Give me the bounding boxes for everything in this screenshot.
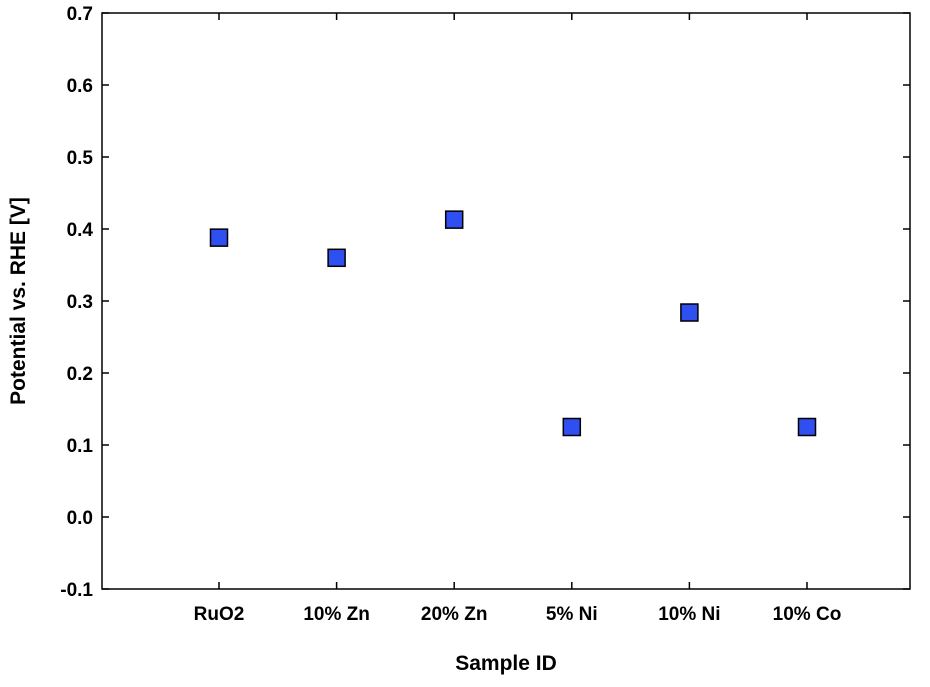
data-point [680, 303, 699, 322]
y-tick-label: 0.2 [67, 364, 93, 385]
data-point [562, 417, 582, 437]
plot-frame [101, 12, 911, 590]
data-points [209, 210, 817, 437]
y-tick-label: 0.7 [67, 4, 93, 25]
data-point [209, 228, 229, 247]
y-tick-label: 0.6 [67, 76, 93, 97]
y-tick-label: 0.1 [67, 436, 94, 457]
y-tick-label: 0.5 [67, 148, 94, 169]
x-tick-label: 10% Co [773, 604, 842, 625]
y-tick-label: 0.0 [67, 508, 93, 529]
x-tick-label: 5% Ni [546, 604, 598, 625]
x-tick-label: RuO2 [194, 604, 245, 625]
x-tick-label: 10% Zn [303, 604, 370, 625]
y-axis: -0.1 0.0 0.1 0.2 0.3 0.4 0.5 0.6 0.7 [60, 4, 910, 601]
x-tick-label: 20% Zn [421, 604, 488, 625]
data-point [444, 210, 464, 229]
x-axis-title: Sample ID [455, 652, 557, 675]
y-axis-title: Potential vs. RHE [V] [7, 197, 30, 405]
y-tick-label: 0.3 [67, 292, 93, 313]
y-tick-label: -0.1 [60, 580, 93, 601]
data-point [797, 417, 817, 437]
x-axis: RuO2 10% Zn 20% Zn 5% Ni 10% Ni 10% Co [194, 13, 842, 625]
y-tick-label: 0.4 [67, 220, 94, 241]
data-point [327, 248, 346, 268]
x-tick-label: 10% Ni [658, 604, 720, 625]
